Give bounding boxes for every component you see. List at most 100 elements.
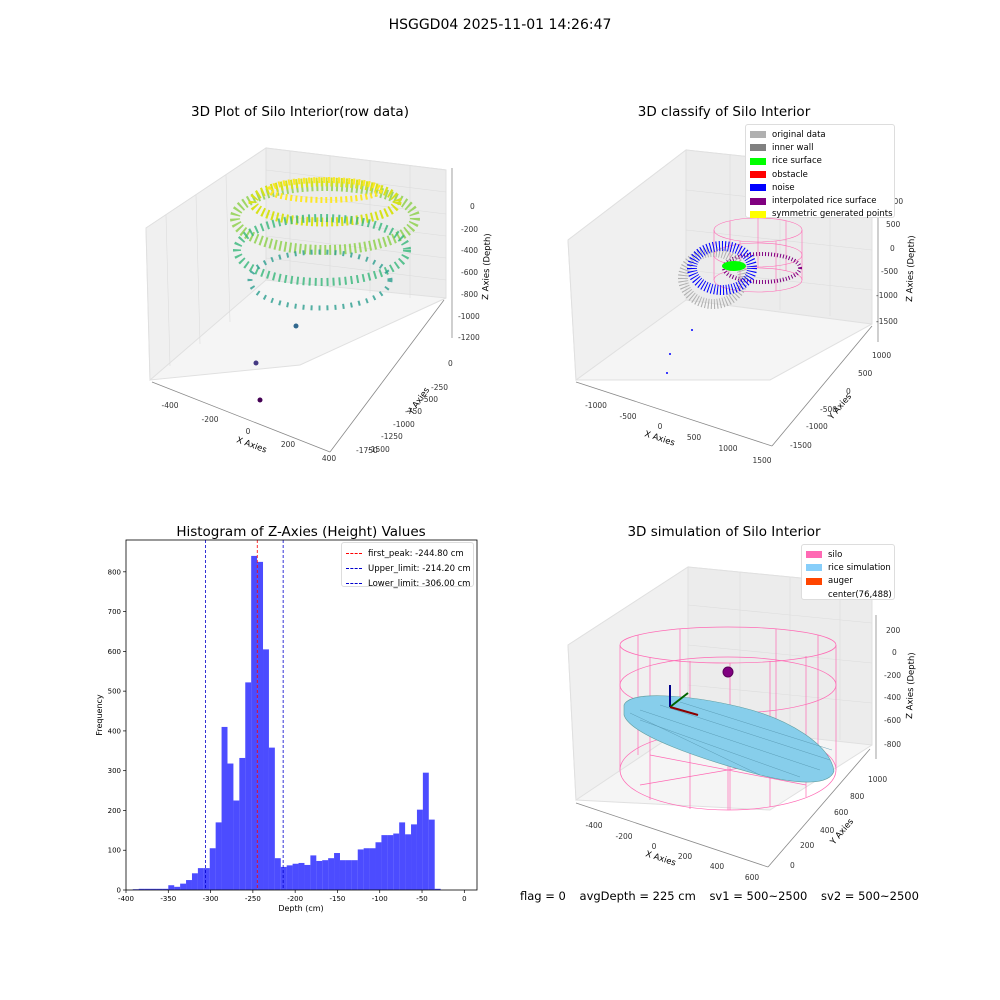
histogram-y-tick-label: 0 (117, 887, 121, 895)
legend-label: obstacle (772, 169, 808, 180)
raw-y-tick: -1500 (368, 445, 390, 454)
classify-x-tick: -1000 (585, 401, 607, 410)
classify-legend: original data inner wall rice surface ob… (745, 124, 895, 220)
legend-swatch (806, 577, 822, 585)
legend-swatch (750, 184, 766, 192)
raw-z-ticks: 0 -200 -400 -600 -800 -1000 -1200 (458, 202, 480, 342)
legend-label: symmetric generated points (772, 209, 893, 220)
legend-item: rice surface (750, 155, 890, 168)
histogram-bar (292, 863, 299, 890)
avg-depth-text: avgDepth = 225 cm (579, 889, 696, 903)
histogram-bar (351, 860, 358, 890)
histogram-title: Histogram of Z-Axies (Height) Values (176, 524, 426, 540)
classify-y-tick: 1000 (872, 351, 891, 360)
histogram-bar (221, 726, 228, 890)
histogram-plot-frame (125, 539, 478, 891)
legend-label: interpolated rice surface (772, 196, 877, 207)
raw-y-tick: -1000 (393, 420, 415, 429)
histogram-bar (375, 842, 382, 890)
histogram-bar (310, 855, 317, 890)
raw-x-ticks: -400 -200 0 200 400 (161, 401, 336, 463)
sv1-text: sv1 = 500~2500 (709, 889, 808, 903)
histogram-bar (339, 860, 346, 890)
simulation-plot-title: 3D simulation of Silo Interior (627, 524, 821, 540)
classify-z-tick: -1000 (876, 291, 898, 300)
histogram-bar (180, 883, 187, 890)
raw-x-tick: 0 (246, 427, 251, 436)
histogram-x-tick-label: -50 (416, 895, 427, 903)
histogram-bar (245, 682, 252, 890)
simulation-y-tick: 400 (820, 826, 835, 835)
histogram-bar (150, 888, 157, 890)
histogram-bar (233, 800, 240, 890)
raw-y-ticks: 0 -250 -500 -750 -1000 -1250 -1500 -1750 (356, 359, 453, 455)
legend-item: noise (750, 181, 890, 194)
histogram-legend: first_peak: -244.80 cm Upper_limit: -214… (341, 542, 474, 589)
raw-x-tick: 400 (322, 454, 337, 463)
legend-swatch (750, 210, 766, 218)
raw-y-tick: -1250 (381, 432, 403, 441)
flag-text: flag = 0 (520, 889, 566, 903)
histogram-y-tick-label: 500 (108, 688, 121, 696)
classify-z-tick: 0 (890, 244, 895, 253)
simulation-y-tick: 600 (834, 808, 849, 817)
histogram-bar (274, 858, 281, 890)
histogram-bar (334, 853, 340, 890)
legend-label: silo (828, 549, 843, 560)
classify-points (666, 241, 757, 374)
classify-y-tick: -1000 (806, 422, 828, 431)
legend-item: inner wall (750, 141, 890, 154)
legend-label: first_peak: -244.80 cm (368, 548, 464, 559)
legend-label: inner wall (772, 142, 814, 153)
simulation-z-tick: -800 (884, 740, 901, 749)
simulation-z-tick: -400 (884, 693, 901, 702)
raw-3d-axis-lines (151, 168, 453, 453)
histogram-bar (434, 888, 441, 890)
histogram-bar (186, 880, 192, 890)
legend-item: center(76,488) (806, 588, 892, 601)
histogram-bar (138, 888, 145, 890)
histogram-bar (387, 835, 394, 890)
histogram-x-tick-label: -150 (330, 895, 346, 903)
histogram-bar (369, 848, 376, 890)
histogram-bar (162, 888, 169, 890)
histogram-bar (422, 772, 429, 890)
simulation-z-label: Z Axies (Depth) (905, 652, 917, 719)
raw-z-tick: -400 (461, 246, 478, 255)
simulation-y-tick: 1000 (868, 775, 887, 784)
raw-y-tick: -1750 (356, 446, 378, 455)
histogram-bar (428, 819, 435, 890)
classify-z-tick: -500 (881, 267, 898, 276)
histogram-bar (257, 561, 264, 890)
simulation-x-ticks: -400 -200 0 200 400 600 (585, 821, 759, 882)
classify-y-tick: 0 (846, 387, 851, 396)
histogram-x-tick-label: -250 (245, 895, 261, 903)
raw-z-tick: 0 (470, 202, 475, 211)
classify-x-tick: 500 (687, 433, 702, 442)
classify-x-tick: -500 (619, 412, 636, 421)
histogram-chart: -400 -350 -300 -250 -200 -150 -100 -50 0 0 100 200… (95, 539, 478, 913)
histogram-bar (399, 822, 406, 890)
histogram-y-tick-label: 100 (108, 847, 121, 855)
histogram-bar (174, 886, 181, 890)
histogram-bar (215, 822, 222, 890)
raw-3d-plot: -400 -200 0 200 400 X Axies 0 -250 -500 … (145, 147, 493, 463)
histogram-y-tick-label: 600 (108, 648, 121, 656)
legend-item: silo (806, 548, 890, 561)
histogram-bar (411, 824, 417, 890)
legend-label: Upper_limit: -214.20 cm (368, 563, 471, 574)
classify-x-tick: 0 (658, 422, 663, 431)
interpolated-rice-surface (722, 252, 802, 284)
histogram-reference-lines (205, 540, 284, 890)
figure-title: HSGGD04 2025-11-01 14:26:47 (388, 17, 612, 33)
legend-swatch (806, 564, 822, 572)
histogram-bar (280, 866, 287, 890)
status-footer: flag = 0 avgDepth = 225 cm sv1 = 500~250… (520, 889, 929, 903)
raw-x-tick: -200 (201, 415, 218, 424)
simulation-x-tick: -200 (615, 832, 632, 841)
simulation-z-tick: 200 (886, 626, 901, 635)
histogram-bar (144, 888, 151, 890)
histogram-bar (239, 757, 246, 890)
histogram-bar (168, 885, 175, 890)
histogram-bar (304, 864, 311, 890)
